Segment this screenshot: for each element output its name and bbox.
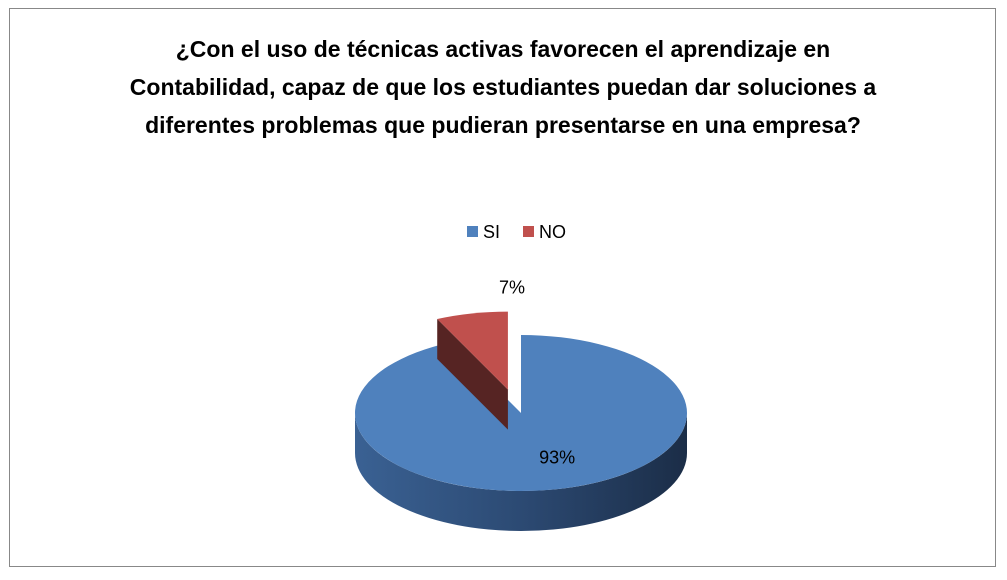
data-label: 93% bbox=[539, 447, 575, 467]
legend-swatch bbox=[467, 226, 478, 237]
slice-face bbox=[437, 319, 508, 430]
slice bbox=[355, 334, 687, 491]
chart-title: ¿Con el uso de técnicas activas favorece… bbox=[129, 36, 877, 138]
chart-frame bbox=[9, 8, 996, 567]
legend-label: SI bbox=[483, 222, 500, 242]
slice bbox=[437, 311, 508, 390]
data-label: 7% bbox=[499, 278, 525, 298]
legend-swatch bbox=[523, 226, 534, 237]
legend-label: NO bbox=[539, 222, 566, 242]
slice-side bbox=[355, 413, 687, 531]
